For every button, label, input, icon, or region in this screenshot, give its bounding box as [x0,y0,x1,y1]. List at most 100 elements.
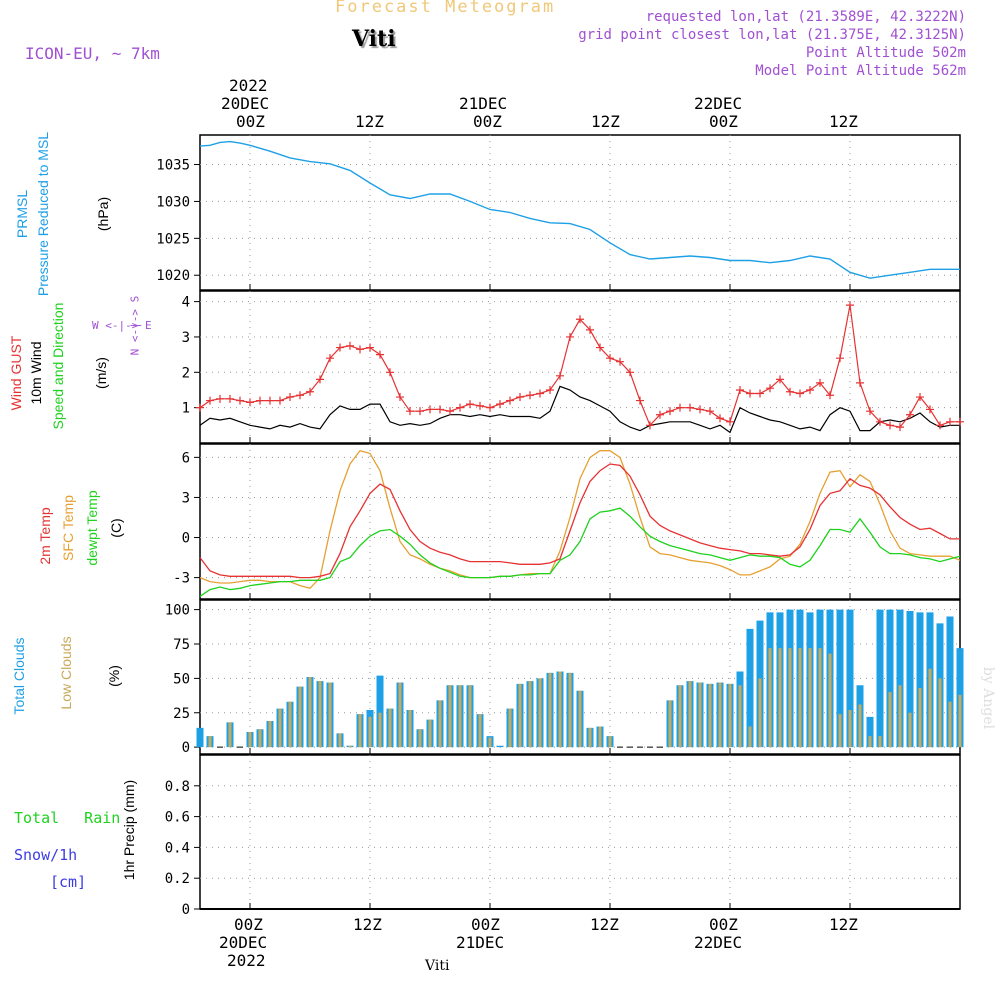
top-date-3: 22DEC [694,94,743,113]
gust-marker [676,403,684,412]
total-cloud-bar [846,609,854,748]
total-cloud-bar [196,727,204,748]
gust-marker [776,375,784,384]
low-cloud-bar [358,714,362,748]
total-cloud-bar [376,675,384,748]
low-cloud-bar [348,745,352,748]
low-cloud-bar [298,686,302,748]
ytick-label-3-3: 6 [182,450,190,466]
low-cloud-bar [728,683,732,748]
low-cloud-bar [338,733,342,748]
bottom-tick-12z-1: 12Z [353,915,382,934]
total-cloud-bar [946,616,954,748]
low-cloud-bar [388,708,392,748]
gust-marker [286,393,294,402]
gust-marker [216,394,224,403]
low-cloud-bar [268,721,272,748]
gust-marker [846,301,854,310]
low-cloud-bar [478,714,482,748]
low-cloud-bar [938,678,942,748]
total-cloud-bar [886,609,894,748]
gridpoint-coords: grid point closest lon,lat (21.375E, 42.… [578,27,966,43]
low-cloud-bar [718,682,722,748]
total-cloud-bar [836,609,844,748]
p2-compass-we: W <-|-> E [92,319,152,332]
gust-marker [306,387,314,396]
p3-t2m: 2m Temp [37,507,53,565]
low-cloud-bar [958,694,962,748]
low-cloud-bar [898,685,902,748]
low-cloud-bar [928,668,932,748]
low-cloud-bar [758,678,762,748]
gust-marker [926,405,934,414]
gust-marker [786,387,794,396]
gust-marker [336,343,344,352]
low-cloud-bar [438,700,442,748]
ytick-label-4-0: 0 [182,740,190,756]
sfc-temp-line [199,449,961,590]
bottom-date-1: 20DEC [219,933,268,952]
gust-marker [436,405,444,414]
low-cloud-bar [858,704,862,748]
low-cloud-bar [538,678,542,748]
p3-dew: dewpt Temp [84,490,100,566]
gust-marker [546,385,554,394]
ytick-label-2-0: 1 [182,401,190,417]
watermark: by Angel [980,666,996,730]
gust-marker [516,393,524,402]
p4-low: Low Clouds [58,636,74,710]
wind-gust-line [199,304,960,428]
bottom-date-3: 22DEC [694,933,743,952]
low-cloud-bar [708,683,712,748]
low-cloud-bar [408,710,412,748]
gust-marker [636,396,644,405]
low-cloud-bar [788,648,792,748]
gust-marker [386,368,394,377]
gust-marker [576,315,584,324]
gust-marker [696,405,704,414]
model-altitude: Model Point Altitude 562m [755,63,966,79]
pressure-line [199,140,960,279]
total-cloud-bar [876,609,884,748]
gust-marker [896,423,904,432]
low-cloud-bar [328,682,332,748]
gust-marker [356,345,364,354]
low-cloud-bar [288,701,292,748]
low-cloud-bar [208,736,212,748]
low-cloud-bar [748,726,752,748]
gust-marker [376,350,384,359]
gust-marker [806,385,814,394]
gust-marker [876,417,884,426]
temp-2m-line [199,463,960,579]
gust-marker [716,414,724,423]
top-year: 2022 [229,76,268,95]
low-cloud-bar [248,732,252,748]
low-cloud-bar [908,712,912,748]
low-cloud-bar [948,701,952,748]
low-cloud-bar [678,685,682,748]
gust-marker [956,417,964,426]
gust-marker [506,396,514,405]
p5-snow: Snow/1h [14,846,78,864]
low-cloud-bar [448,685,452,748]
dewpt-temp-line [199,507,961,597]
top-date-2: 21DEC [459,94,508,113]
low-cloud-bar [308,677,312,748]
bottom-tick-00z-1: 00Z [234,915,263,934]
gust-marker [736,385,744,394]
low-cloud-bar [668,700,672,748]
low-cloud-bar [558,671,562,748]
p5-snow-unit: [cm] [50,873,87,891]
gust-marker [326,354,334,363]
low-cloud-bar [888,692,892,748]
ytick-label-4-3: 75 [173,637,190,653]
gust-marker [406,407,414,416]
low-cloud-bar [798,648,802,748]
low-cloud-bar [688,681,692,748]
gust-marker [256,396,264,405]
ytick-label-5-3: 0.6 [165,810,190,826]
panel-frame-3 [199,443,961,600]
top-tick-00z-3: 00Z [709,112,738,131]
gust-marker [416,407,424,416]
